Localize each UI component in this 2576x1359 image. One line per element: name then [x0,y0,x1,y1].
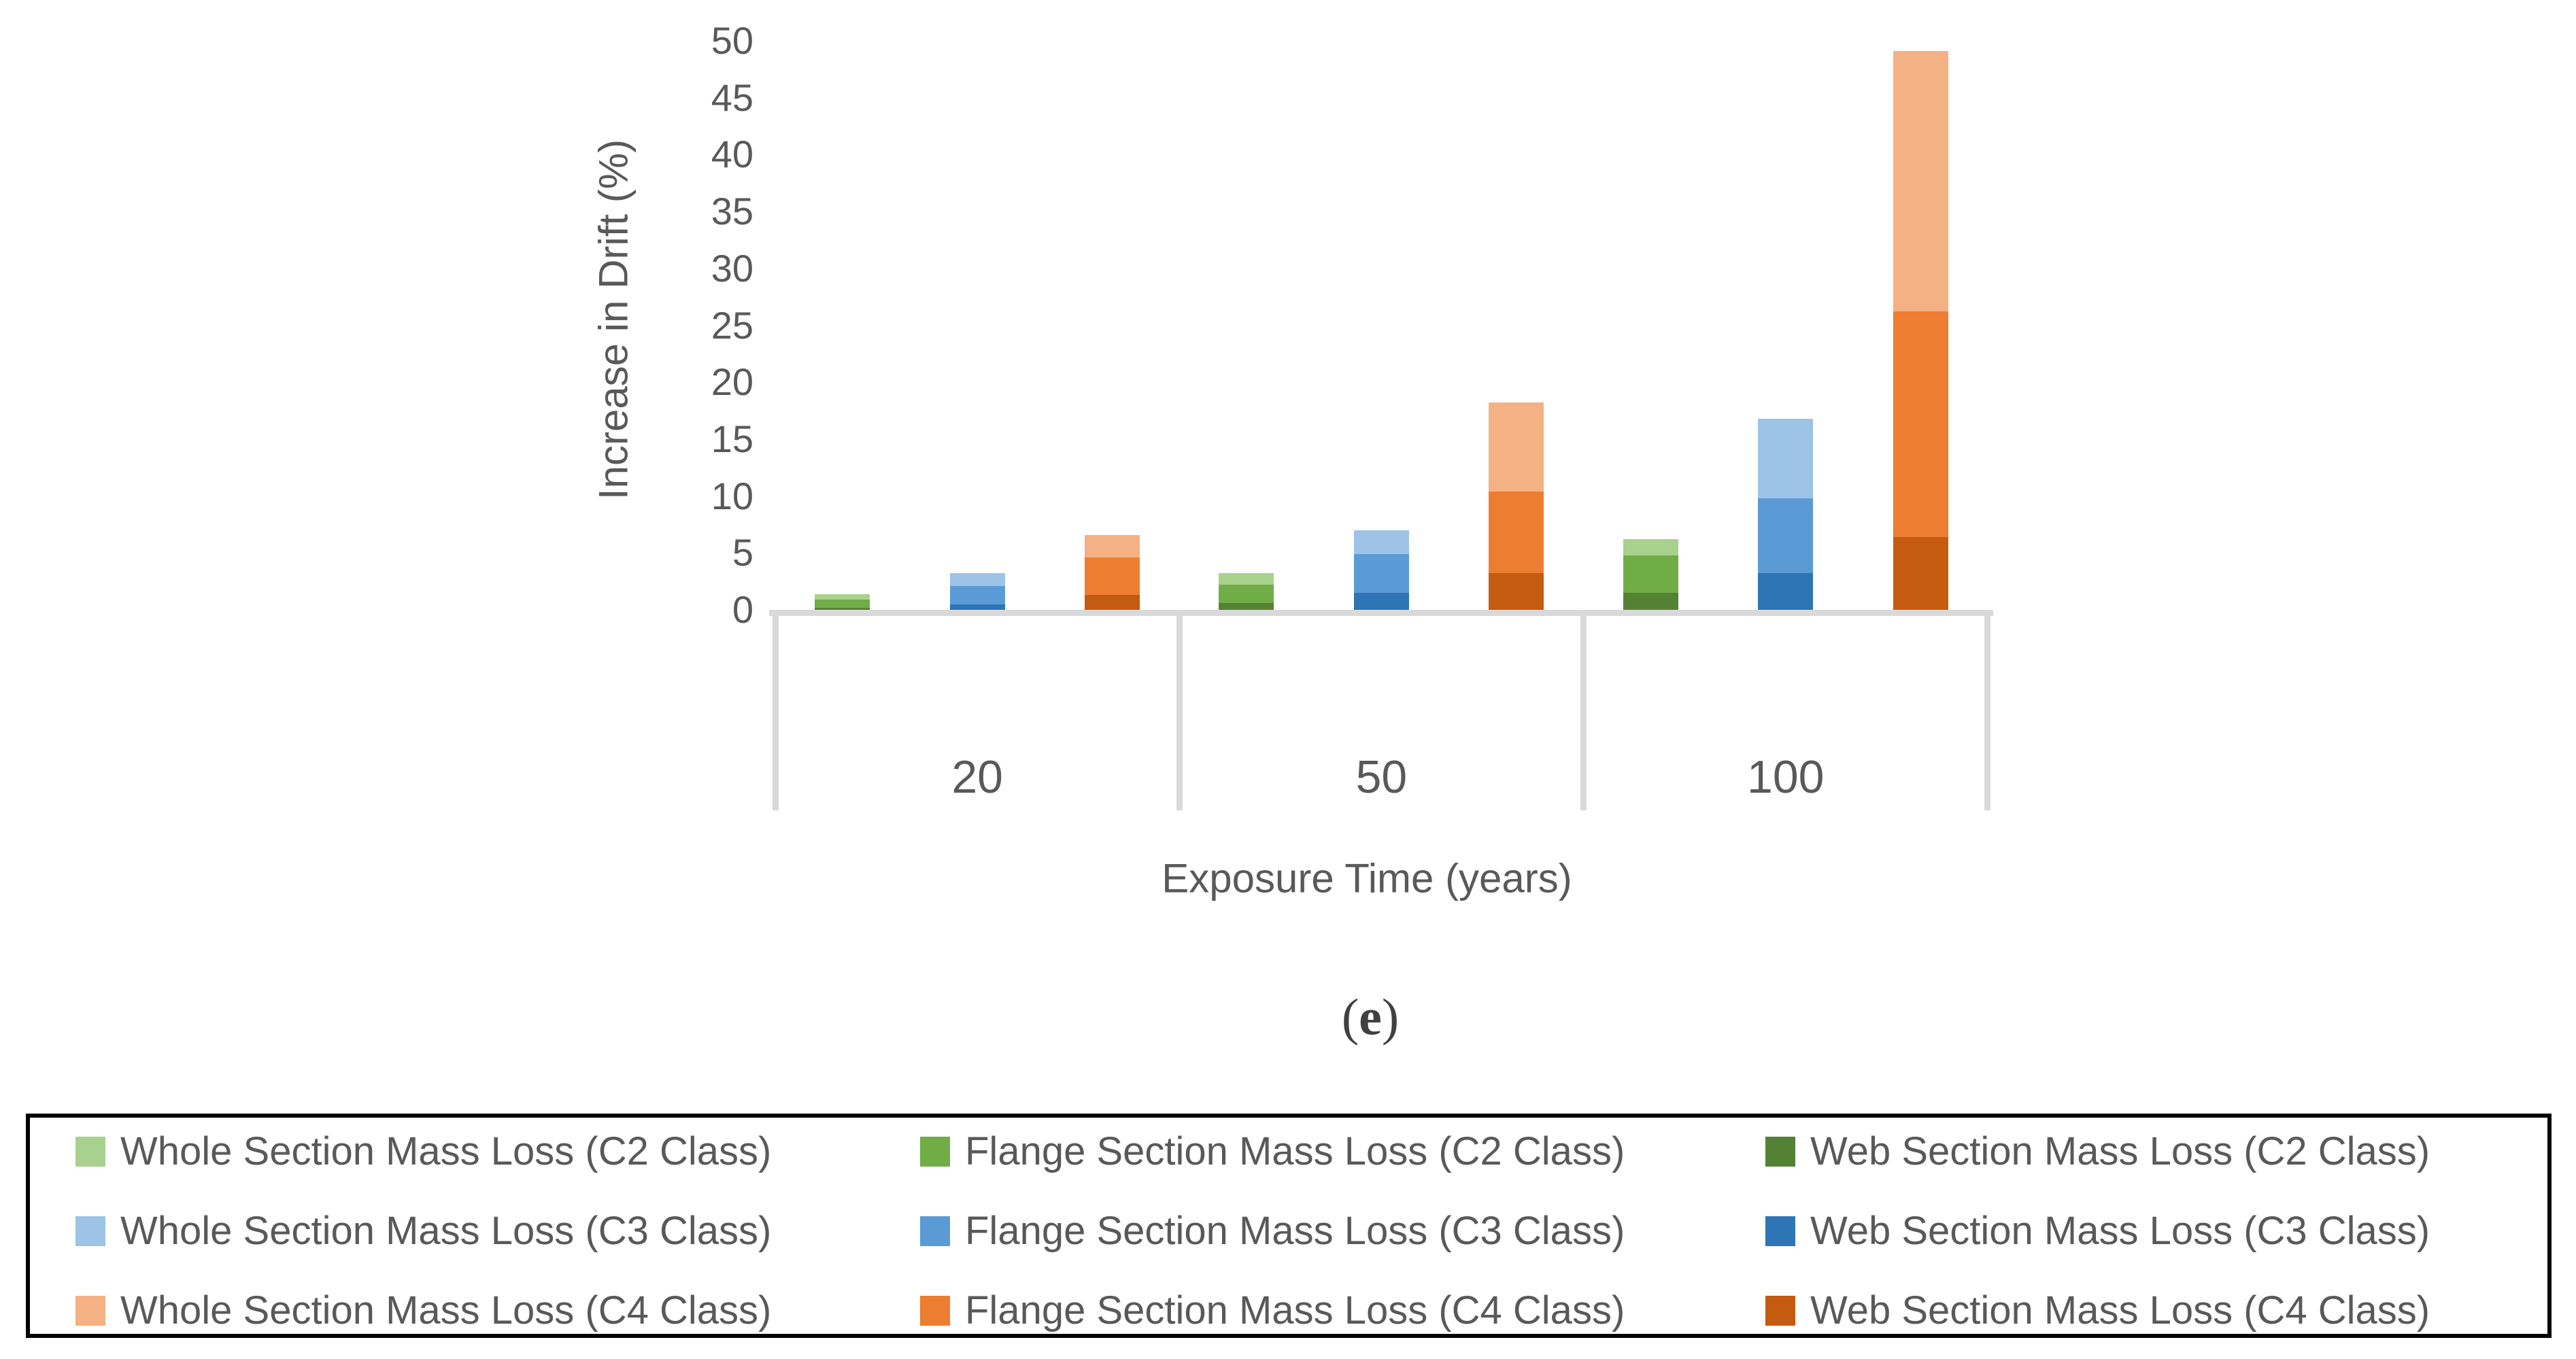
bar-segment-flange [1353,553,1409,593]
legend-item: Whole Section Mass Loss (C2 Class) [75,1132,771,1171]
legend-box: Whole Section Mass Loss (C2 Class) Flange… [26,1114,2552,1338]
bar-segment-web [1353,592,1409,610]
legend-item: Flange Section Mass Loss (C2 Class) [920,1132,1625,1171]
legend-swatch [1765,1137,1795,1167]
legend-item: Whole Section Mass Loss (C3 Class) [75,1211,771,1251]
legend-item: Whole Section Mass Loss (C4 Class) [75,1291,771,1330]
x-axis-title: Exposure Time (years) [1162,855,1572,901]
stacked-bar-C4-20 [1085,534,1140,610]
bar-segment-flange [1893,311,1948,537]
legend-label: Whole Section Mass Loss (C4 Class) [120,1288,772,1332]
bar-segment-web [1085,595,1140,610]
stacked-bar-C2-50 [1219,573,1274,610]
bar-segment-flange [1758,498,1814,574]
bar-segment-whole [1353,530,1409,554]
y-tick-label: 40 [711,133,753,176]
legend-item: Web Section Mass Loss (C2 Class) [1765,1132,2430,1171]
bar-segment-web [1623,592,1678,610]
stacked-bar-C3-50 [1353,530,1409,610]
legend-label: Flange Section Mass Loss (C2 Class) [965,1129,1625,1173]
legend-label: Whole Section Mass Loss (C3 Class) [120,1209,772,1253]
x-category-label: 20 [951,751,1003,803]
y-tick-label: 15 [711,417,753,460]
bar-segment-whole [1219,573,1274,585]
legend-label: Web Section Mass Loss (C4 Class) [1810,1288,2430,1332]
bar-segment-flange [1219,585,1274,603]
legend-item: Web Section Mass Loss (C4 Class) [1765,1291,2430,1330]
subfigure-caption: (e) [1341,988,1400,1046]
x-axis-line [769,610,1993,616]
bar-segment-whole [1758,418,1814,498]
bar-segment-flange [1489,491,1544,574]
stacked-bar-C3-100 [1758,418,1814,610]
y-tick-label: 50 [711,19,753,62]
y-tick-label: 0 [732,588,753,631]
stacked-bar-C4-50 [1489,402,1544,610]
stacked-bar-C2-100 [1623,539,1678,610]
y-tick-label: 45 [711,75,753,119]
category-separator-line [1176,610,1183,810]
category-separator-line [772,610,779,810]
category-separator-line [1984,610,1991,810]
stacked-bar-C4-100 [1893,51,1948,610]
x-category-label: 50 [1355,751,1408,803]
y-tick-label: 25 [711,303,753,347]
legend-item: Flange Section Mass Loss (C3 Class) [920,1211,1625,1251]
y-tick-label: 30 [711,246,753,290]
bar-segment-web [1489,573,1544,610]
legend-swatch [920,1137,950,1167]
bar-segment-flange [815,599,870,608]
y-tick-label: 20 [711,360,753,404]
stacked-bar-C2-20 [815,594,870,610]
y-tick-label: 5 [732,531,753,574]
legend-swatch [1765,1216,1795,1246]
legend-label: Flange Section Mass Loss (C3 Class) [965,1209,1625,1253]
bar-segment-whole [815,594,870,600]
bar-segment-whole [1893,51,1948,312]
bar-segment-flange [1623,555,1678,593]
bar-segment-web [1219,602,1274,610]
legend-label: Whole Section Mass Loss (C2 Class) [120,1129,772,1173]
legend-item: Web Section Mass Loss (C3 Class) [1765,1211,2430,1251]
stacked-bar-C3-20 [949,573,1005,610]
bar-segment-whole [1623,539,1678,555]
legend-item: Flange Section Mass Loss (C4 Class) [920,1291,1625,1330]
x-category-label: 100 [1747,751,1825,803]
legend-swatch [920,1296,950,1326]
bar-segment-whole [1489,402,1544,492]
legend-label: Web Section Mass Loss (C3 Class) [1810,1209,2430,1253]
legend-swatch [75,1296,105,1326]
legend-swatch [920,1216,950,1246]
bar-segment-flange [949,585,1005,604]
y-tick-label: 10 [711,474,753,517]
bar-segment-web [1893,536,1948,610]
y-tick-label: 35 [711,190,753,233]
legend-label: Web Section Mass Loss (C2 Class) [1810,1129,2430,1173]
legend-swatch [1765,1296,1795,1326]
bar-segment-web [815,607,870,610]
legend-swatch [75,1216,105,1246]
bar-segment-web [949,604,1005,610]
bar-segment-web [1758,573,1814,610]
category-separator-line [1580,610,1587,810]
bar-segment-whole [1085,534,1140,557]
bar-segment-flange [1085,557,1140,596]
legend-label: Flange Section Mass Loss (C4 Class) [965,1288,1625,1332]
bar-segment-whole [949,573,1005,586]
legend-swatch [75,1137,105,1167]
